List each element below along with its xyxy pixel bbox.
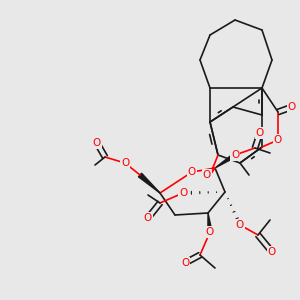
Text: O: O	[203, 170, 211, 180]
Text: O: O	[188, 167, 196, 177]
Text: O: O	[256, 128, 264, 138]
Text: O: O	[236, 220, 244, 230]
Polygon shape	[208, 213, 212, 232]
Text: O: O	[121, 158, 129, 168]
Text: O: O	[181, 258, 189, 268]
Text: O: O	[93, 138, 101, 148]
Text: O: O	[231, 150, 239, 160]
Text: O: O	[274, 135, 282, 145]
Text: O: O	[288, 102, 296, 112]
Text: O: O	[206, 227, 214, 237]
Polygon shape	[138, 173, 160, 193]
Text: O: O	[179, 188, 187, 198]
Text: O: O	[268, 247, 276, 257]
Polygon shape	[215, 153, 236, 168]
Text: O: O	[144, 213, 152, 223]
